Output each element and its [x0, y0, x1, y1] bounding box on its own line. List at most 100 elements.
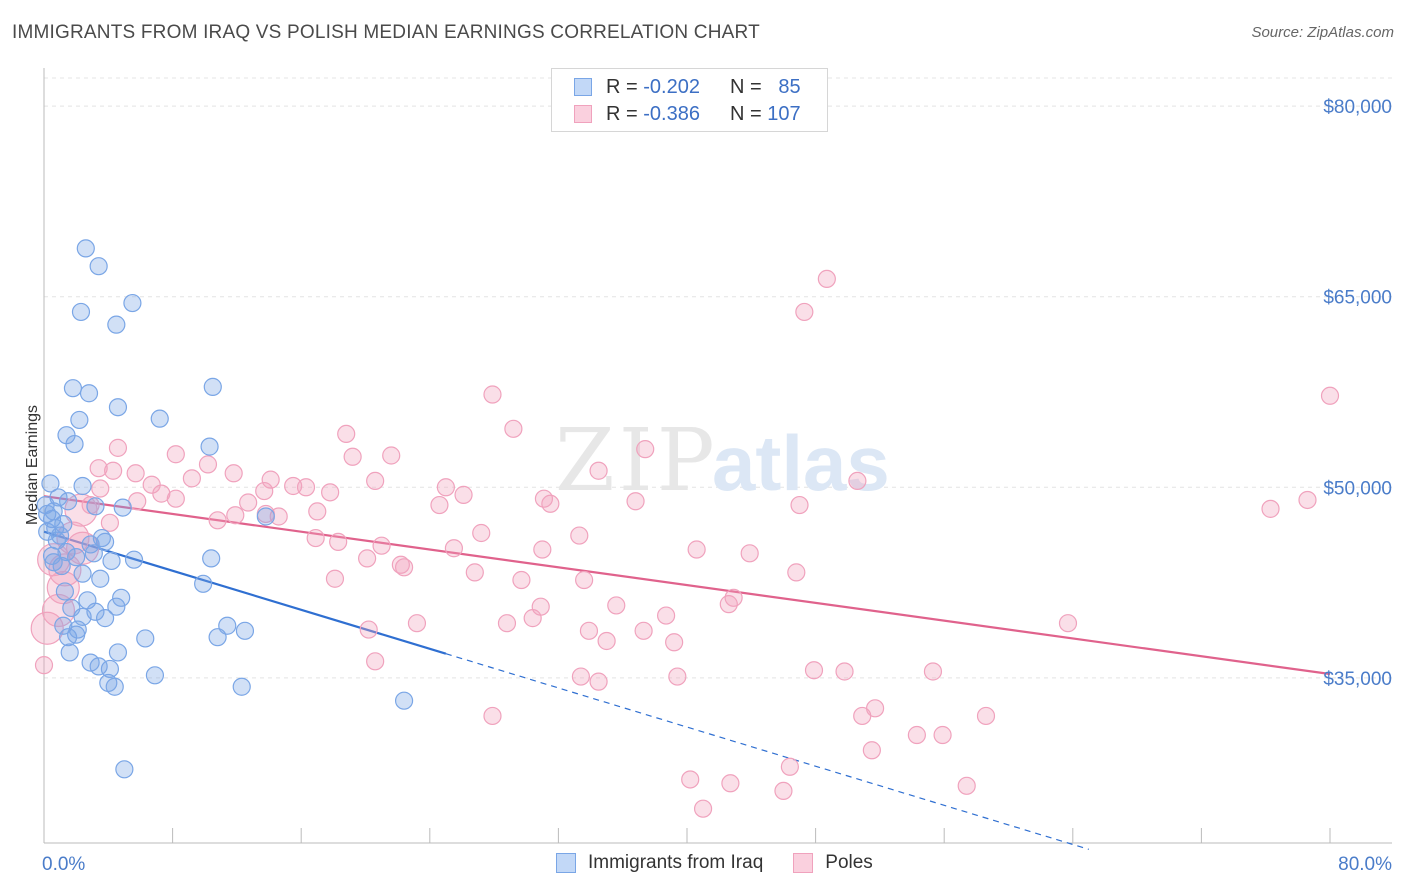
axes — [43, 68, 1392, 844]
legend-r-value-poles: -0.386 — [643, 102, 700, 125]
poles-point — [436, 478, 455, 497]
poles-point — [1058, 614, 1078, 633]
poles-point — [579, 621, 599, 640]
poles-point — [512, 570, 531, 590]
poles-points — [30, 269, 1340, 818]
poles-point — [343, 447, 362, 466]
poles-point — [430, 495, 449, 515]
poles-point — [166, 445, 185, 464]
series-swatch-poles — [793, 853, 814, 873]
y-axis-label: Median Earnings — [24, 405, 41, 525]
iraq-point — [112, 588, 131, 607]
poles-point — [226, 506, 245, 525]
iraq-point — [203, 377, 222, 396]
iraq-point — [123, 293, 142, 313]
poles-point — [719, 595, 738, 614]
iraq-point — [73, 564, 92, 583]
iraq-point — [89, 657, 108, 676]
watermark-zip: ZIP — [555, 411, 719, 511]
poles-point — [366, 471, 385, 491]
legend-row-poles: R = -0.386 N = 107 — [574, 101, 801, 127]
iraq-point — [107, 315, 126, 334]
iraq-point — [235, 621, 255, 640]
poles-point — [626, 492, 645, 511]
poles-point — [665, 633, 684, 652]
legend-n-value-iraq: 85 — [778, 75, 801, 98]
poles-point — [208, 511, 227, 530]
poles-point — [1320, 386, 1340, 405]
iraq-point — [76, 239, 95, 258]
series-legend-iraq[interactable]: Immigrants from Iraq — [556, 852, 763, 874]
series-swatch-iraq — [556, 853, 576, 873]
poles-point — [668, 667, 687, 686]
iraq-point — [91, 569, 110, 588]
iraq-point — [59, 492, 78, 511]
y-tick-label-1: $50,000 — [1323, 478, 1392, 499]
poles-point — [358, 549, 377, 568]
iraq-point — [54, 616, 73, 635]
y-tick-label-2: $65,000 — [1323, 288, 1392, 309]
poles-point — [321, 483, 340, 502]
poles-point — [957, 776, 976, 795]
poles-point — [835, 662, 854, 681]
poles-point — [224, 464, 243, 483]
iraq-point — [194, 574, 213, 593]
poles-point — [34, 656, 54, 675]
poles-point — [394, 558, 414, 577]
x-tick-label-max: 80.0% — [1338, 854, 1392, 875]
poles-point — [504, 419, 523, 438]
y-tick-label-3: $80,000 — [1323, 97, 1392, 118]
poles-point — [372, 536, 391, 555]
iraq-point — [55, 582, 74, 601]
poles-point — [681, 770, 700, 789]
poles-point — [804, 661, 824, 680]
poles-point — [444, 539, 464, 558]
poles-point — [465, 563, 484, 582]
poles-point — [907, 725, 926, 745]
iraq-point — [70, 410, 89, 430]
iraq-point — [41, 474, 60, 493]
iraq-point — [84, 544, 103, 563]
poles-point — [366, 652, 385, 671]
iraq-trend-dashed — [445, 653, 1090, 850]
legend-n-label-iraq: N = — [729, 75, 762, 98]
poles-point — [306, 528, 325, 548]
poles-point — [198, 455, 218, 474]
poles-point — [56, 521, 90, 555]
poles-point — [740, 544, 759, 563]
iraq-point — [208, 628, 227, 647]
poles-trend-solid — [43, 495, 1331, 676]
poles-point — [454, 485, 473, 504]
legend-r-label-poles: R = — [606, 102, 638, 125]
x-tick-label-min: 0.0% — [42, 854, 85, 875]
poles-point — [382, 446, 401, 465]
poles-point — [687, 540, 706, 559]
legend-r-label-iraq: R = — [606, 75, 638, 98]
iraq-point — [38, 504, 57, 524]
poles-point — [1261, 499, 1280, 518]
series-legend: Immigrants from Iraq Poles — [556, 852, 903, 874]
poles-point — [790, 495, 809, 515]
iraq-point — [102, 551, 121, 571]
poles-point — [848, 471, 867, 491]
iraq-point — [95, 609, 115, 628]
correlation-legend: R = -0.202 N = 85 R = -0.386 N = 107 — [551, 68, 828, 132]
poles-point — [853, 706, 872, 726]
poles-point — [166, 489, 185, 508]
iraq-point — [115, 760, 134, 779]
iraq-point — [63, 379, 83, 398]
iraq-point — [89, 257, 108, 276]
poles-point — [30, 611, 64, 645]
poles-point — [570, 526, 589, 545]
series-legend-poles[interactable]: Poles — [793, 852, 873, 874]
poles-point — [795, 302, 814, 322]
iraq-point — [394, 691, 414, 710]
poles-point — [923, 662, 943, 681]
iraq-point — [65, 434, 84, 454]
poles-trendline — [43, 495, 1331, 676]
poles-point — [597, 631, 616, 651]
poles-point — [89, 459, 108, 478]
poles-point — [774, 781, 793, 801]
poles-point — [182, 469, 201, 488]
poles-point — [269, 507, 288, 526]
